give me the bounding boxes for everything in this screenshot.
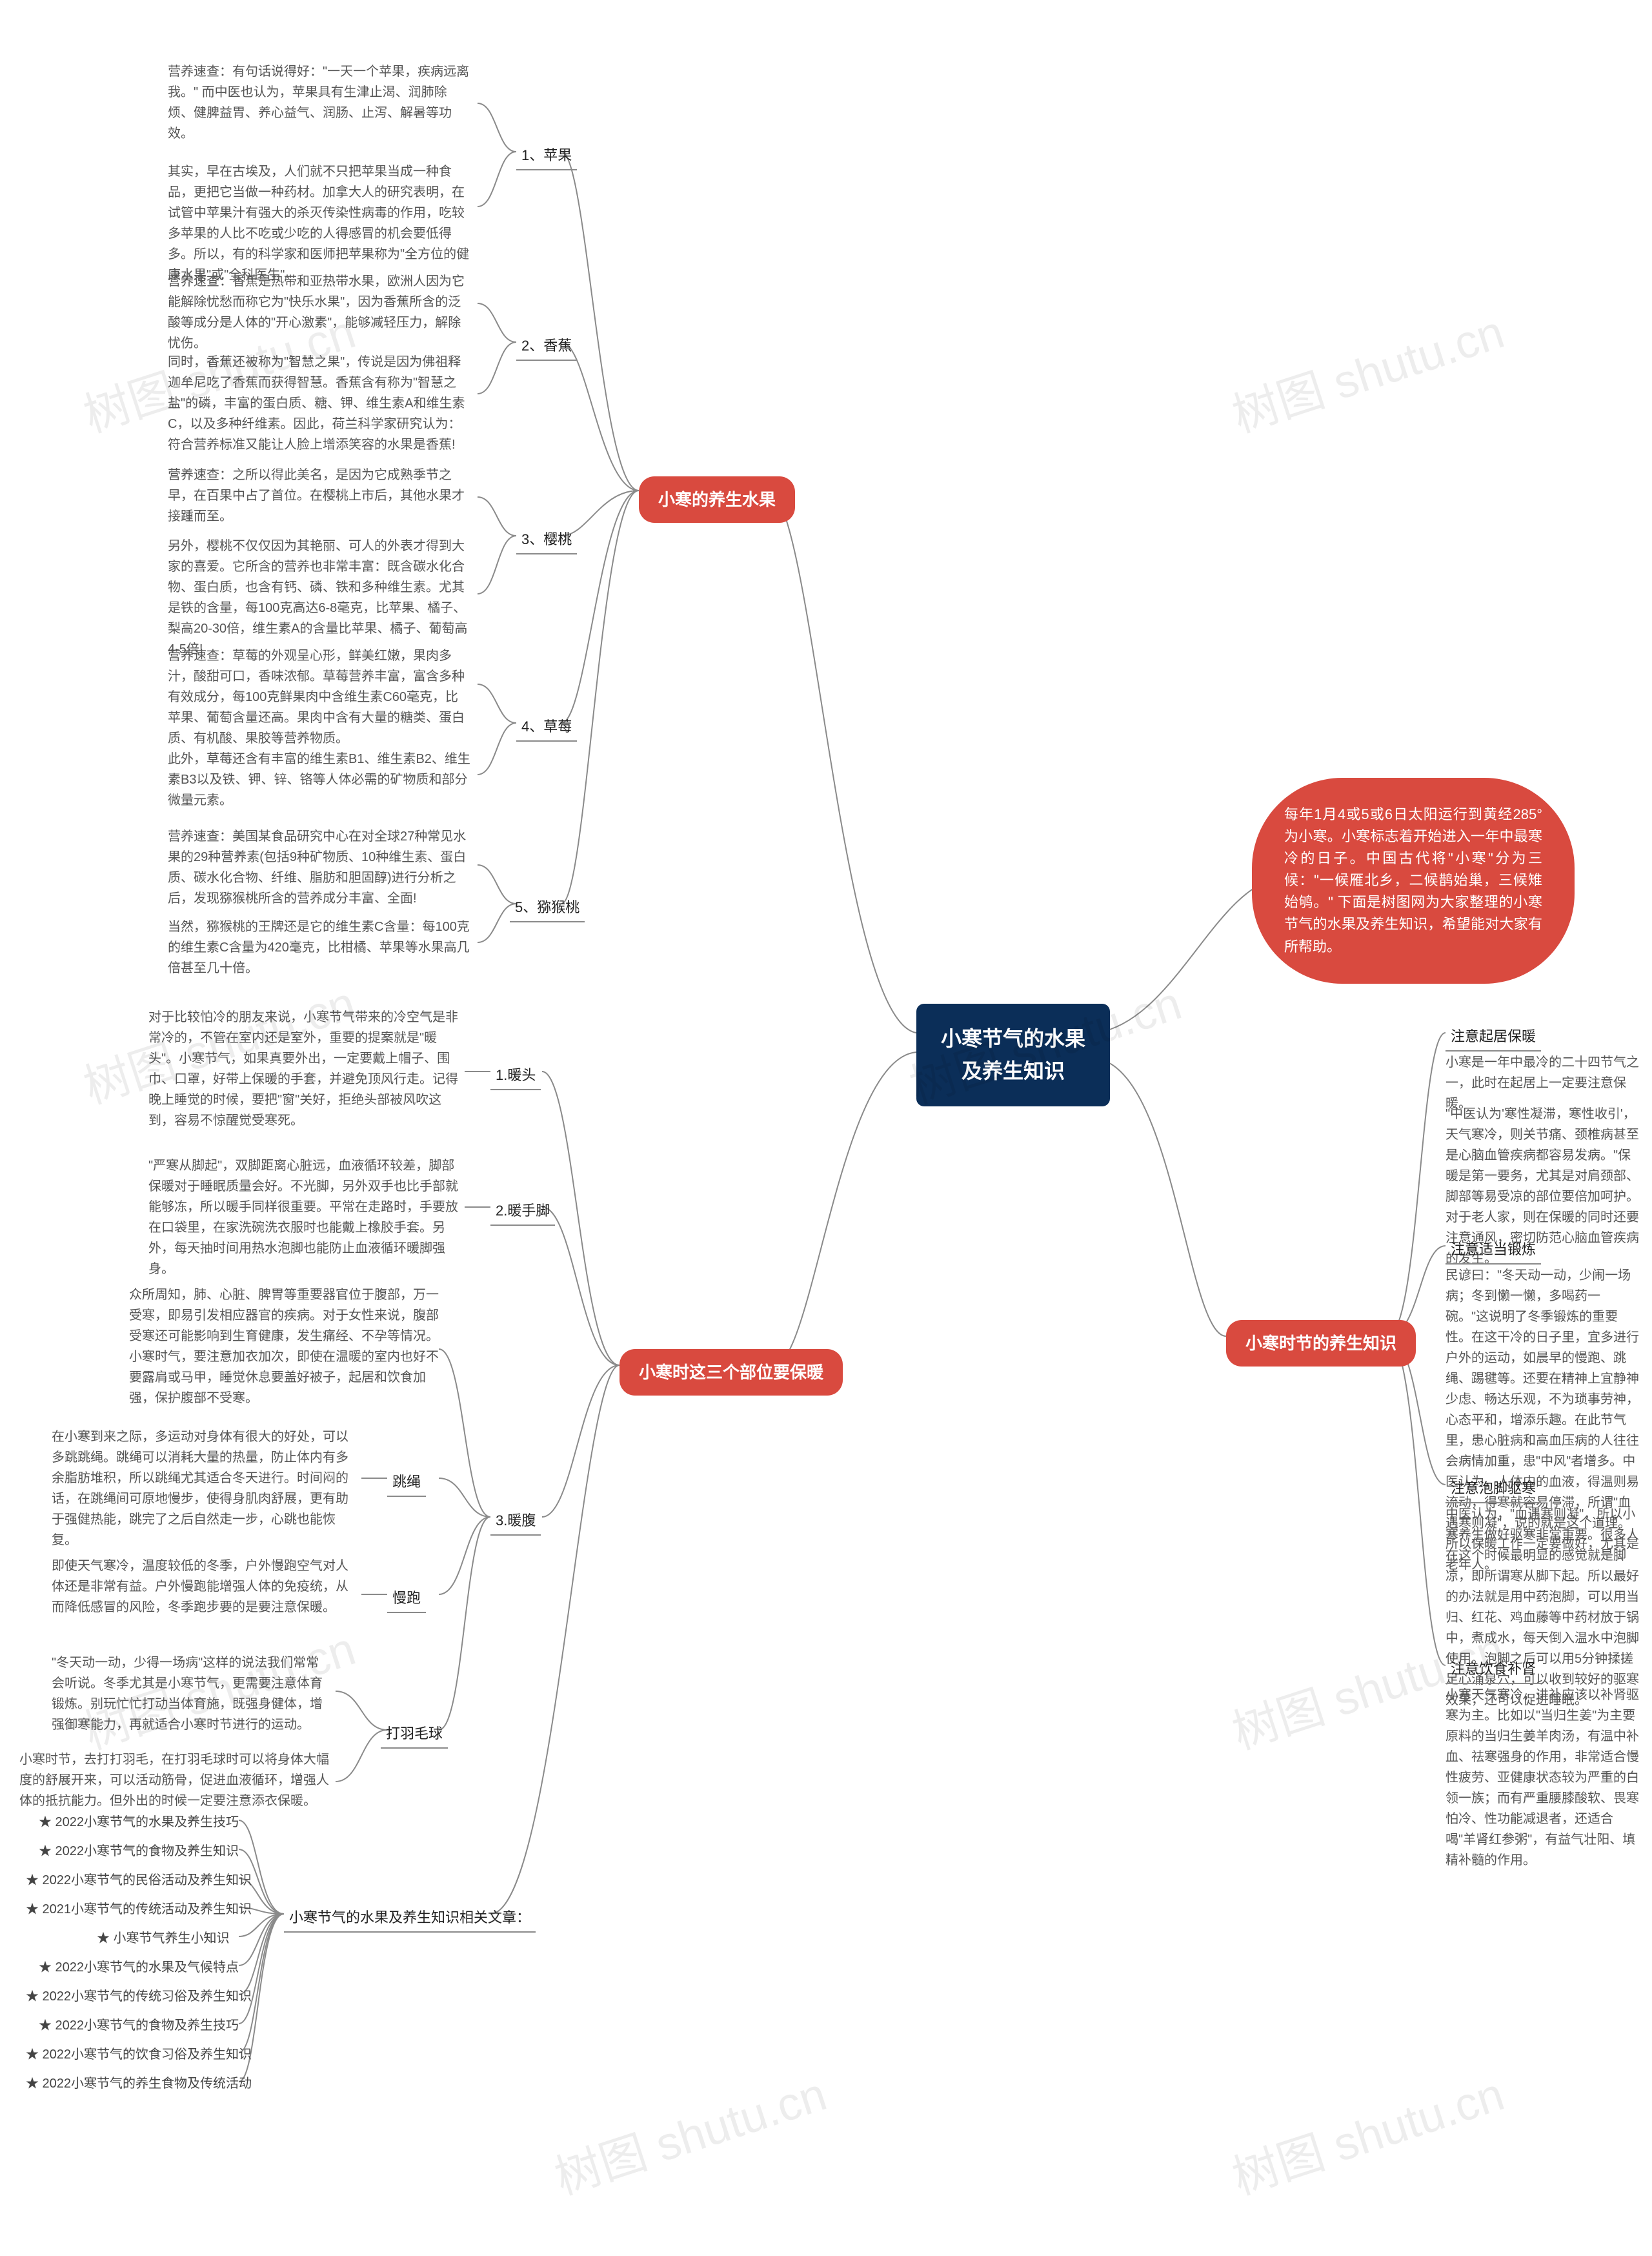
body-abs-leaf: 众所周知，肺、心脏、脾胃等重要器官位于腹部，万一受寒，即易引发相应器官的疾病。对… [129,1285,439,1408]
fruit-apple: 1、苹果 [516,142,577,170]
fruit-kiwi-leaf-1: 当然，猕猴桃的王牌还是它的维生素C含量：每100克的维生素C含量为420毫克，比… [168,917,471,979]
related-item-9[interactable]: ★ 2022小寒节气的养生食物及传统活动 [26,2074,252,2094]
body-hand-leaf: "严寒从脚起"，双脚距离心脏远，血液循环较差，脚部保暖对于睡眠质量会好。不光脚，… [148,1155,458,1279]
fruit-banana-leaf-1: 同时，香蕉还被称为"智慧之果"，传说是因为佛祖释迦牟尼吃了香蕉而获得智慧。香蕉含… [168,352,471,455]
know-food-l0: 小寒天气寒冷，进补应该以补肾驱寒为主。比如以"当归生姜"为主要原料的当归生姜羊肉… [1446,1685,1639,1871]
fruit-strawb-leaf-1: 此外，草莓还含有丰富的维生素B1、维生素B2、维生素B3以及铁、钾、锌、铬等人体… [168,749,471,811]
root-node: 小寒节气的水果及养生知识 [916,1004,1110,1106]
sport-jog: 慢跑 [387,1585,426,1613]
fruit-kiwi-leaf-0: 营养速查：美国某食品研究中心在对全球27种常见水果的29种营养素(包括9种矿物质… [168,826,471,909]
fruit-cherry-leaf-1: 另外，樱桃不仅仅因为其艳丽、可人的外表才得到大家的喜爱。它所含的营养也非常丰富：… [168,536,471,660]
fruit-cherry-leaf-0: 营养速查：之所以得此美名，是因为它成熟季节之早，在百果中占了首位。在樱桃上市后，… [168,465,471,527]
cat-body: 小寒时这三个部位要保暖 [620,1349,843,1396]
related-item-2[interactable]: ★ 2022小寒节气的民俗活动及养生知识 [26,1871,252,1891]
body-head: 1.暖头 [490,1062,541,1090]
fruit-apple-leaf-1: 其实，早在古埃及，人们就不只把苹果当成一种食品，更把它当做一种药材。加拿大人的研… [168,161,471,285]
fruit-strawb: 4、草莓 [516,713,577,742]
root-title: 小寒节气的水果及养生知识 [941,1027,1085,1082]
cat-knowledge-title: 小寒时节的养生知识 [1245,1334,1396,1353]
body-head-leaf: 对于比较怕冷的朋友来说，小寒节气带来的冷空气是非常冷的，不管在室内还是室外，重要… [148,1007,458,1131]
related-item-6[interactable]: ★ 2022小寒节气的传统习俗及养生知识 [26,1987,252,2007]
related-title: 小寒节气的水果及养生知识相关文章： [284,1904,536,1933]
fruit-kiwi: 5、猕猴桃 [510,894,585,922]
fruit-strawb-leaf-0: 营养速查：草莓的外观呈心形，鲜美红嫩，果肉多汁，酸甜可口，香味浓郁。草莓营养丰富… [168,645,471,749]
fruit-apple-leaf-0: 营养速查：有句话说得好："一天一个苹果，疾病远离我。" 而中医也认为，苹果具有生… [168,61,471,144]
body-abs: 3.暖腹 [490,1507,541,1536]
watermark: 树图 shutu.cn [545,2056,833,2208]
body-hand: 2.暖手脚 [490,1197,555,1226]
cat-body-title: 小寒时这三个部位要保暖 [639,1363,823,1382]
related-item-5[interactable]: ★ 2022小寒节气的水果及气候特点 [39,1958,239,1978]
sport-badminton-text: 小寒时节，去打打羽毛，在打羽毛球时可以将身体大幅度的舒展开来，可以活动筋骨，促进… [19,1749,329,1811]
cat-fruits: 小寒的养生水果 [639,476,795,523]
know-warm: 注意起居保暖 [1446,1023,1541,1052]
fruit-banana-leaf-0: 营养速查：香蕉是热带和亚热带水果，欧洲人因为它能解除忧愁而称它为"快乐水果"，因… [168,271,471,354]
sport-rope: 跳绳 [387,1468,426,1497]
know-food: 注意饮食补肾 [1446,1656,1541,1684]
sport-badminton-intro: "冬天动一动，少得一场病"这样的说法我们常常会听说。冬季尤其是小寒节气，更需要注… [52,1652,329,1735]
sport-badminton: 打羽毛球 [381,1720,448,1749]
related-item-0[interactable]: ★ 2022小寒节气的水果及养生技巧 [39,1813,239,1833]
sport-jog-text: 即使天气寒冷，温度较低的冬季，户外慢跑空气对人体还是非常有益。户外慢跑能增强人体… [52,1556,355,1618]
related-item-1[interactable]: ★ 2022小寒节气的食物及养生知识 [39,1842,239,1862]
know-exercise: 注意适当锻炼 [1446,1236,1541,1265]
related-item-3[interactable]: ★ 2021小寒节气的传统活动及养生知识 [26,1900,252,1920]
related-item-8[interactable]: ★ 2022小寒节气的饮食习俗及养生知识 [26,2045,252,2065]
know-foot: 注意泡脚驱寒 [1446,1475,1541,1503]
related-item-4[interactable]: ★ 小寒节气养生小知识 [97,1929,230,1949]
sport-rope-text: 在小寒到来之际，多运动对身体有很大的好处，可以多跳跳绳。跳绳可以消耗大量的热量，… [52,1427,355,1550]
fruit-cherry: 3、樱桃 [516,526,577,554]
fruit-banana: 2、香蕉 [516,332,577,361]
cat-fruits-title: 小寒的养生水果 [658,490,776,509]
watermark: 树图 shutu.cn [1222,2056,1511,2208]
watermark: 树图 shutu.cn [1222,294,1511,445]
related-item-7[interactable]: ★ 2022小寒节气的食物及养生技巧 [39,2016,239,2036]
cat-knowledge: 小寒时节的养生知识 [1226,1320,1416,1367]
intro-text: 每年1月4或5或6日太阳运行到黄经285°为小寒。小寒标志着开始进入一年中最寒冷… [1284,806,1542,955]
intro-node: 每年1月4或5或6日太阳运行到黄经285°为小寒。小寒标志着开始进入一年中最寒冷… [1252,778,1575,984]
